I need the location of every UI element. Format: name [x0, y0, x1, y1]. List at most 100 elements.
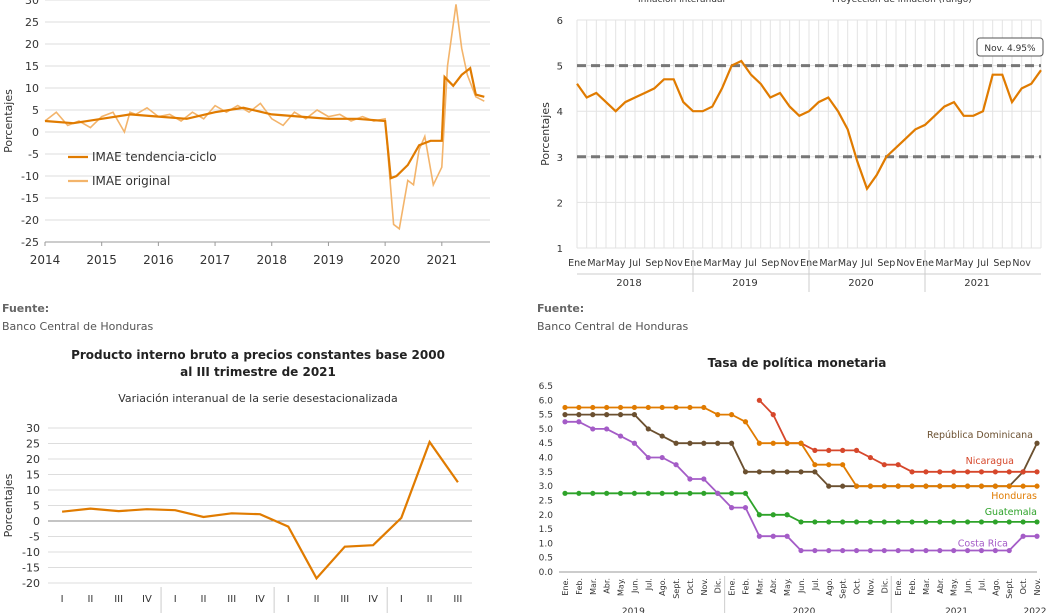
series-point-brown [826, 483, 832, 489]
series-point-orange [909, 483, 915, 489]
series-point-purple [617, 433, 624, 439]
series-point-red [923, 469, 929, 475]
series-point-green [978, 519, 985, 525]
y-axis-label: Porcentajes [2, 89, 15, 153]
series-point-purple [1006, 547, 1012, 554]
y-tick-label: 30 [26, 422, 40, 435]
y-tick-label: 3 [557, 153, 563, 164]
x-tick-label: Sept. [1005, 578, 1014, 599]
series-point-purple [645, 454, 651, 461]
series-point-red [770, 412, 776, 418]
y-tick-label: 1 [557, 244, 563, 255]
series-point-orange [687, 404, 693, 411]
x-tick-label: II [87, 594, 93, 605]
series-point-green [701, 490, 707, 496]
annotation-label: Nov. 4.95% [984, 44, 1036, 54]
series-point-orange [742, 419, 749, 425]
series-label: Guatemala [985, 507, 1037, 518]
series-point-green [617, 490, 624, 496]
series-point-purple [992, 547, 998, 554]
x-tick-label: Nov [1012, 258, 1031, 269]
x-tick-label: Sep [993, 258, 1011, 269]
x-tick-label: IV [142, 594, 152, 605]
x-tick-label: 2021 [427, 253, 458, 267]
series-point-brown [701, 440, 707, 446]
series-point-purple [701, 476, 707, 482]
series-point-green [853, 519, 860, 525]
y-tick-label: 0 [33, 515, 40, 528]
series-point-purple [631, 440, 638, 446]
series-point-purple [576, 419, 582, 425]
series-point-brown [604, 412, 610, 418]
series-point-purple [756, 533, 762, 539]
x-tick-label: Mar. [922, 578, 931, 595]
series-point-brown [645, 426, 651, 432]
x-tick-label: II [314, 594, 320, 605]
series-point-orange [631, 404, 638, 411]
series-point-red [978, 469, 985, 475]
y-tick-label: 15 [25, 60, 39, 73]
x-tick-label: Feb. [908, 578, 917, 595]
x-tick-label: Ago. [991, 578, 1000, 596]
series-point-purple [895, 547, 901, 554]
x-tick-label: Nov. [700, 578, 709, 596]
x-tick-label: 2015 [86, 253, 117, 267]
series-point-red [937, 469, 943, 475]
series-point-green [604, 490, 610, 496]
x-tick-label: Dic. [880, 578, 889, 593]
chart-subtitle: Variación interanual de la serie desesta… [118, 392, 397, 405]
legend-label: IMAE tendencia-ciclo [92, 150, 217, 164]
series-point-green [923, 519, 929, 525]
series-point-brown [687, 440, 693, 446]
series-point-green [590, 490, 596, 496]
source-1: Fuente: [2, 302, 50, 315]
series-point-green [964, 519, 971, 525]
y-tick-label: 1.0 [539, 539, 554, 549]
y-tick-label: 3.5 [539, 468, 553, 478]
series-point-orange [881, 483, 887, 489]
y-tick-label: -10 [21, 170, 39, 183]
x-tick-label: May. [950, 578, 959, 596]
series-point-purple [728, 505, 735, 511]
series-point-purple [964, 547, 971, 554]
y-tick-label: -15 [21, 192, 39, 205]
series-point-orange [715, 412, 721, 418]
series-point-brown [840, 483, 846, 489]
series-point-green [562, 490, 568, 496]
y-tick-label: 10 [26, 484, 40, 497]
y-tick-label: 25 [25, 16, 39, 29]
y-tick-label: -5 [28, 148, 39, 161]
x-tick-label: I [174, 594, 177, 605]
x-tick-label: Mar [587, 258, 605, 269]
year-label: 2021 [964, 278, 989, 289]
y-tick-label: -20 [22, 577, 40, 590]
source-1-text: Banco Central de Honduras [2, 320, 154, 333]
y-tick-label: 30 [25, 0, 39, 7]
x-tick-label: Jul. [977, 578, 986, 591]
x-tick-label: I [61, 594, 64, 605]
x-tick-label: Sept. [672, 578, 681, 599]
y-tick-label: 20 [25, 38, 39, 51]
x-tick-label: Oct. [686, 578, 695, 594]
y-tick-label: -15 [22, 562, 40, 575]
x-tick-label: Sep [761, 258, 779, 269]
series-point-purple [840, 547, 846, 554]
y-tick-label: 5.5 [539, 411, 553, 421]
series-point-brown [673, 440, 679, 446]
series-point-orange [770, 440, 776, 446]
y-tick-label: 1.5 [539, 525, 553, 535]
series-point-orange [645, 404, 651, 411]
y-tick-label: -10 [22, 546, 40, 559]
x-tick-label: III [340, 594, 349, 605]
series-point-brown [590, 412, 596, 418]
series-point-orange [617, 404, 624, 411]
series-point-green [951, 519, 957, 525]
series-point-red [840, 447, 846, 453]
series-point-purple [659, 454, 665, 461]
y-tick-label: 6.5 [539, 382, 553, 392]
x-tick-label: Feb. [741, 578, 750, 595]
series-point-purple [812, 547, 818, 554]
x-tick-label: Abr. [936, 578, 945, 594]
series-point-purple [770, 533, 776, 539]
x-tick-label: May [606, 258, 626, 269]
